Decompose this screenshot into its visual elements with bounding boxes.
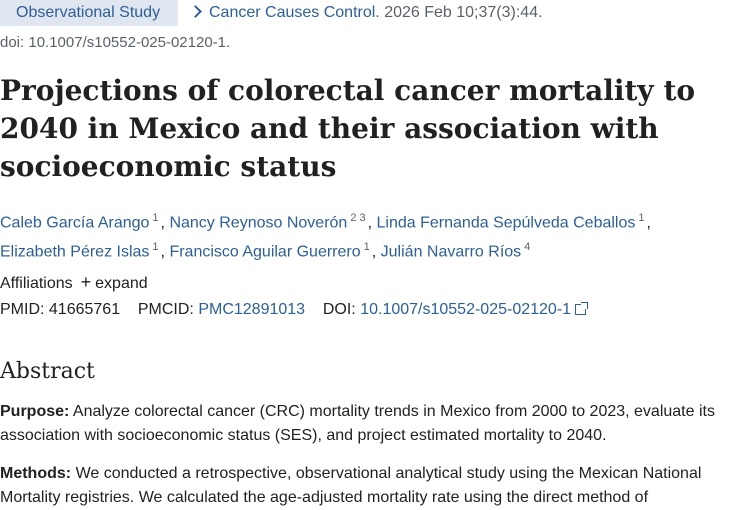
- article-header-bar: Observational Study Cancer Causes Contro…: [0, 0, 750, 26]
- affiliations-label: Affiliations: [0, 275, 73, 292]
- affiliation-ref[interactable]: 1: [638, 212, 645, 224]
- affiliation-ref[interactable]: 1: [152, 241, 159, 254]
- author-link[interactable]: Elizabeth Pérez Islas: [0, 243, 150, 261]
- author-list: Caleb García Arango 1, Nancy Reynoso Nove…: [0, 212, 651, 261]
- abstract-methods: Methods: We conducted a retrospective, o…: [0, 462, 745, 510]
- article-identifiers: PMID: 41665761 PMCID: PMC12891013 DOI: 1…: [0, 300, 589, 320]
- doi-link[interactable]: 10.1007/s10552-025-02120-1: [360, 301, 572, 318]
- affiliation-ref[interactable]: 4: [524, 241, 531, 254]
- article-title: Projections of colorectal cancer mortali…: [0, 74, 696, 183]
- pmcid-link[interactable]: PMC12891013: [198, 301, 306, 318]
- affiliation-ref[interactable]: 1: [363, 241, 370, 254]
- journal-date: 2026 Feb 10;37(3):44.: [384, 4, 543, 21]
- doi-citation: doi: 10.1007/s10552-025-02120-1.: [0, 34, 231, 51]
- affiliation-ref[interactable]: 2 3: [350, 212, 366, 224]
- pmid-label: PMID:: [0, 301, 45, 318]
- author-link[interactable]: Julián Navarro Ríos: [380, 243, 522, 261]
- publication-type-badge[interactable]: Observational Study: [0, 0, 178, 26]
- doi-label: DOI:: [322, 301, 356, 318]
- author-link[interactable]: Linda Fernanda Sepúlveda Ceballos: [376, 214, 636, 232]
- journal-citation[interactable]: Cancer Causes Control. 2026 Feb 10;37(3)…: [189, 0, 543, 26]
- chevron-right-icon: [189, 5, 202, 18]
- affiliations-toggle[interactable]: Affiliations + expand: [0, 272, 148, 294]
- expand-button[interactable]: expand: [95, 275, 148, 292]
- purpose-text: Analyze colorectal cancer (CRC) mortalit…: [0, 403, 715, 444]
- affiliation-ref[interactable]: 1: [152, 212, 159, 224]
- pmid-value: 41665761: [48, 301, 121, 318]
- journal-name-link[interactable]: Cancer Causes Control.: [209, 4, 380, 21]
- author-link[interactable]: Nancy Reynoso Noverón: [169, 214, 348, 232]
- author-link[interactable]: Caleb García Arango: [0, 214, 150, 232]
- author-link[interactable]: Francisco Aguilar Guerrero: [169, 243, 361, 261]
- methods-label: Methods:: [0, 465, 72, 482]
- pmcid-label: PMCID:: [137, 301, 194, 318]
- plus-icon[interactable]: +: [80, 272, 92, 292]
- external-link-icon[interactable]: [575, 302, 589, 315]
- abstract-purpose: Purpose: Analyze colorectal cancer (CRC)…: [0, 400, 745, 448]
- abstract-heading: Abstract: [0, 359, 95, 384]
- purpose-label: Purpose:: [0, 403, 70, 420]
